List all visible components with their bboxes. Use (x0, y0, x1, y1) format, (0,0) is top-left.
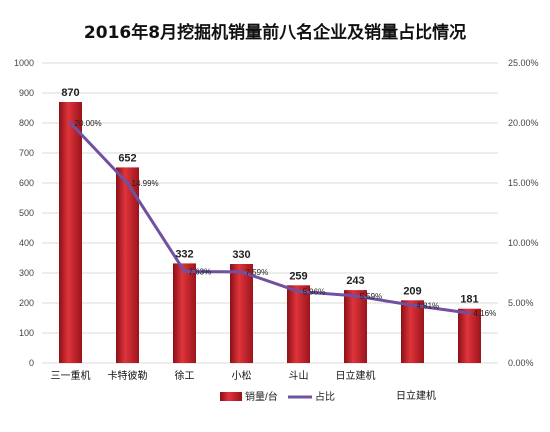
category-labels: 三一重机 卡特彼勒 徐工 小松 斗山 日立建机 (51, 369, 376, 382)
category-label-extra: 日立建机 (396, 389, 436, 402)
left-tick-label: 600 (19, 178, 34, 188)
bar (230, 264, 253, 363)
grid-lines (42, 62, 498, 364)
left-tick-label: 300 (19, 268, 34, 278)
right-tick-label: 10.00% (508, 238, 539, 248)
left-tick-label: 800 (19, 118, 34, 128)
category-label: 小松 (232, 369, 252, 382)
legend-swatch-bar (220, 392, 242, 401)
share-point (296, 289, 301, 294)
bar (287, 285, 310, 363)
share-label: 7.63% (189, 267, 212, 276)
bar-value-label: 181 (460, 294, 478, 306)
share-label: 4.81% (417, 301, 440, 310)
share-label: 20.00% (75, 119, 102, 128)
category-label: 斗山 (289, 370, 309, 382)
bar (116, 167, 139, 363)
chart-title: 2016年8月挖掘机销量前八名企业及销量占比情况 (84, 22, 466, 43)
left-tick-label: 400 (19, 238, 34, 248)
bar (344, 290, 367, 363)
share-point (125, 181, 130, 185)
legend: 销量/台 占比 (220, 390, 335, 403)
category-label: 三一重机 (51, 369, 91, 382)
bar (173, 263, 196, 363)
bar-value-label: 332 (175, 248, 193, 260)
bar-value-label: 243 (346, 275, 364, 287)
left-tick-label: 200 (19, 298, 34, 308)
left-tick-label: 100 (19, 328, 34, 338)
right-tick-label: 15.00% (508, 178, 539, 188)
bar (401, 300, 424, 363)
share-line-path (69, 121, 470, 315)
category-label: 徐工 (175, 369, 195, 382)
right-tick-label: 5.00% (508, 298, 534, 308)
share-label: 5.96% (303, 287, 326, 296)
bar-value-label: 652 (118, 152, 136, 164)
left-tick-label: 700 (19, 148, 34, 158)
share-point (467, 311, 472, 315)
bar-value-label: 870 (61, 87, 79, 99)
right-tick-label: 20.00% (508, 118, 539, 128)
bar-value-label: 209 (403, 285, 421, 297)
share-point (182, 269, 187, 274)
share-label: 7.59% (246, 268, 269, 277)
bar-value-label: 259 (289, 270, 307, 282)
left-tick-label: 0 (29, 358, 34, 368)
right-tick-label: 0.00% (508, 358, 534, 368)
share-label: 4.16% (474, 309, 497, 318)
share-point (410, 303, 415, 308)
bar (59, 102, 82, 363)
share-label: 14.99% (132, 179, 159, 188)
legend-label-bar: 销量/台 (245, 390, 278, 403)
bar (458, 308, 481, 363)
bar-value-label: 330 (232, 249, 250, 261)
legend-label-line: 占比 (315, 390, 335, 403)
share-point (239, 270, 244, 274)
category-label: 卡特彼勒 (108, 369, 148, 382)
share-label: 5.59% (360, 292, 383, 301)
bars (59, 102, 481, 363)
left-axis-ticks: 0 100 200 300 400 500 600 700 800 900 1000 (14, 58, 34, 368)
right-tick-label: 25.00% (508, 58, 539, 68)
left-tick-label: 900 (19, 88, 34, 98)
share-line (68, 121, 472, 315)
category-label: 日立建机 (336, 369, 376, 382)
left-tick-label: 1000 (14, 58, 34, 68)
share-point (353, 294, 358, 298)
data-labels: 870 652 332 330 259 243 209 181 20.00% 14.99% 7.63… (61, 87, 496, 318)
right-axis-ticks: 0.00% 5.00% 10.00% 15.00% 20.00% 25.00% (508, 58, 539, 368)
share-point (68, 121, 73, 125)
left-tick-label: 500 (19, 208, 34, 218)
